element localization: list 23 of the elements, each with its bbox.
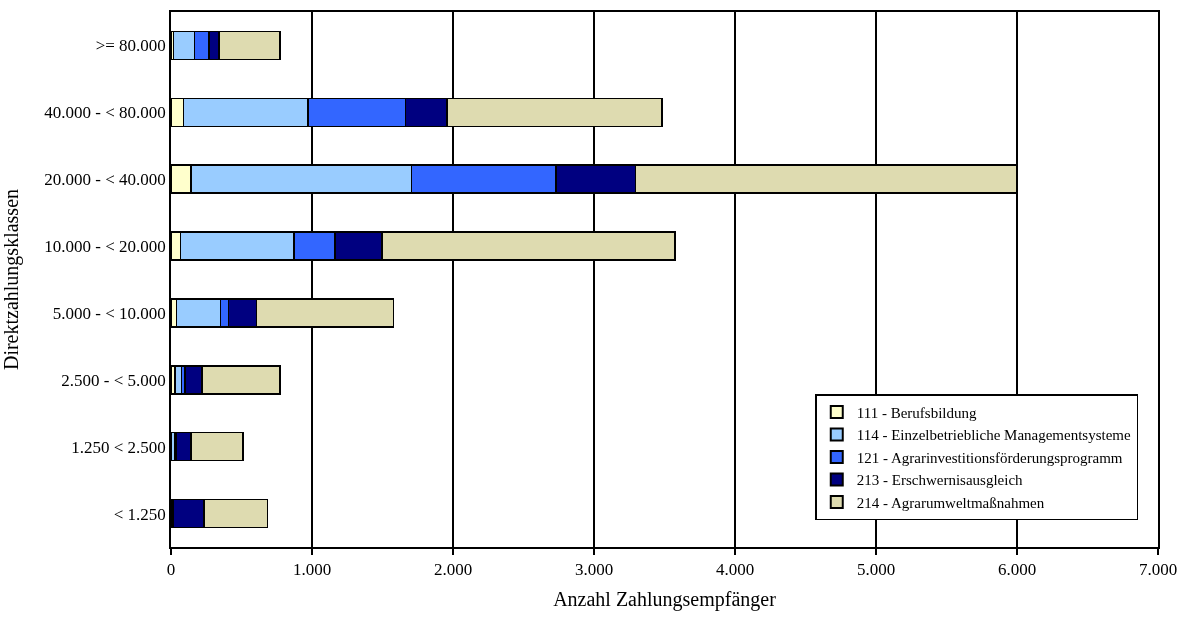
y-axis-title: Direktzahlungsklassen [0,188,24,371]
legend-label: 214 - Agrarumweltmaßnahmen [856,494,1045,511]
y-tick-label: 40.000 - < 80.000 [44,103,166,123]
y-tick-label: 1.250 < 2.500 [71,437,166,457]
y-tick-label: 2.500 - < 5.000 [61,370,166,390]
legend-label: 121 - Agrarinvestitionsförderungsprogramm [856,449,1123,466]
x-tick-label: 5.000 [856,560,896,580]
x-tick-label: 1.000 [292,560,332,580]
x-tick-label: 4.000 [715,560,755,580]
x-tick-label: 2.000 [433,560,473,580]
x-tick-label: 3.000 [574,560,614,580]
y-tick-label: >= 80.000 [95,36,166,56]
x-tick-label: 6.000 [997,560,1037,580]
legend-label: 114 - Einzelbetriebliche Managementsysteme [856,427,1132,444]
legend-label: 213 - Erschwernisausgleich [856,472,1024,489]
y-tick-label: 20.000 - < 40.000 [44,170,166,190]
legend-label: 111 - Berufsbildung [856,404,977,421]
x-tick-label: 0 [166,560,176,580]
x-tick-label: 7.000 [1138,560,1178,580]
y-tick-label: < 1.250 [113,504,166,524]
y-tick-label: 10.000 - < 20.000 [44,237,166,257]
x-axis-title: Anzahl Zahlungsempfänger [553,588,777,612]
y-tick-label: 5.000 - < 10.000 [52,303,166,323]
